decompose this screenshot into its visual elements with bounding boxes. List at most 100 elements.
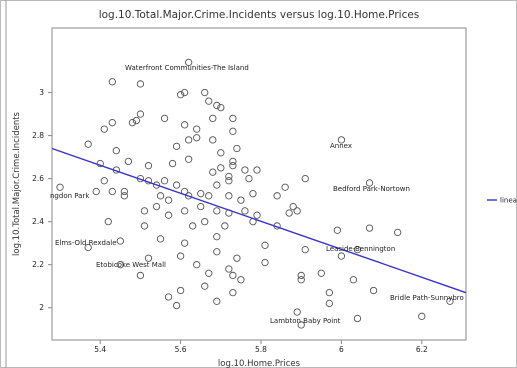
point [144,162,153,170]
x-tick-label: 6.2 [416,345,428,354]
point [140,207,149,215]
point-label: Leaside-Bennington [326,245,395,253]
point [160,114,169,123]
point [185,155,193,163]
point [152,202,161,211]
point [104,218,112,226]
point [217,164,225,172]
point [201,282,209,290]
point [92,187,100,196]
point [213,248,221,256]
point [225,172,233,181]
y-axis-label: log.10.Total.Major.Crime.Incidents [12,111,22,256]
point [225,177,233,185]
point [217,149,225,157]
chart-title: log.10.Total.Major.Crime.Incidents versu… [99,9,420,21]
y-tick-label: 2.4 [32,217,44,226]
point [261,241,269,249]
point [253,211,261,219]
y-tick-label: 2.6 [32,174,44,183]
point-label: Annex [330,142,352,150]
point [325,289,333,297]
point [325,299,333,308]
point [164,211,173,219]
point [209,136,217,144]
point [156,235,165,243]
point [213,297,221,305]
point [333,226,342,234]
point [353,245,362,254]
point [136,80,145,88]
x-tick-label: 6 [339,345,344,354]
point [164,293,173,301]
point [209,114,217,123]
point [229,114,237,123]
point [209,168,217,176]
point [176,91,185,99]
point [446,297,454,305]
point [249,190,257,198]
point [108,78,116,86]
point [369,286,378,295]
point [301,174,309,183]
point [84,243,92,252]
point [185,192,193,200]
point [297,271,305,280]
point [124,157,133,166]
point [221,222,229,230]
point [237,196,245,204]
point [205,97,213,105]
point [132,116,141,125]
point [201,88,209,97]
legend-label: linea [500,197,517,205]
point [120,187,128,196]
point [285,209,293,217]
point [205,192,213,200]
x-tick-label: 5.6 [175,345,187,354]
point [197,202,205,211]
point [365,179,374,187]
point [193,134,201,142]
point [225,192,233,200]
point [317,269,325,277]
point [185,58,193,67]
y-tick-label: 2.2 [32,260,44,269]
point [297,321,305,329]
point [112,146,120,155]
point [233,144,241,153]
point [201,218,209,226]
point [237,276,245,284]
point [172,181,181,189]
point [229,127,237,135]
point [394,228,402,237]
point [189,222,197,230]
point [84,140,92,148]
point [136,110,145,118]
point-label: Etobicoke West Mall [96,261,166,269]
point [225,265,233,273]
point [213,181,221,189]
point [289,202,297,211]
point [108,119,116,127]
point [152,181,161,189]
point [108,187,116,196]
point [128,119,137,127]
point [213,233,221,241]
point [100,177,108,185]
point [353,314,362,323]
point [180,121,189,129]
fit-line [51,147,467,294]
point [213,101,221,110]
point [253,166,261,174]
point-label: Lambton Baby Point [270,317,341,325]
point-label: Waterfront Communities-The Island [125,64,249,72]
point [120,192,128,200]
y-tick-label: 3 [39,88,44,97]
point [241,166,249,174]
point [229,271,237,280]
point [273,192,281,200]
point [337,252,346,260]
point [297,276,305,284]
